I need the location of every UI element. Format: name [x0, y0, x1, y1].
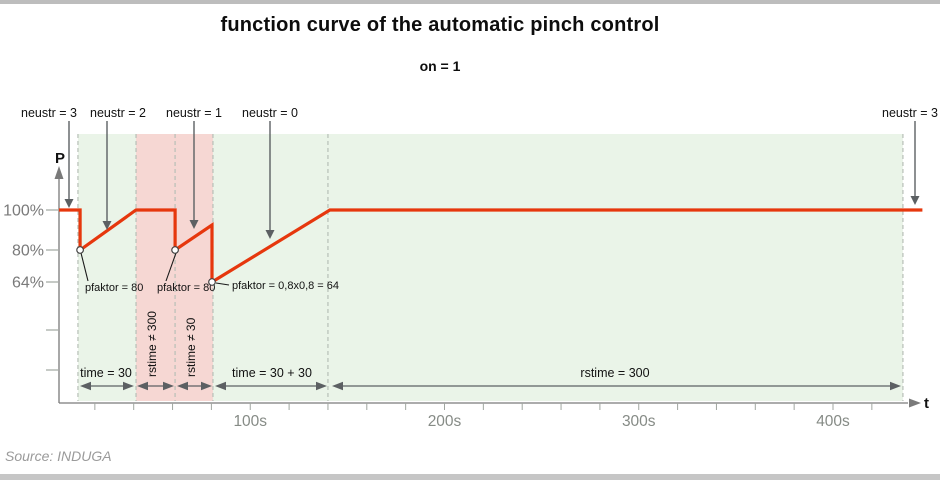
pfaktor-leader-line — [80, 252, 89, 282]
x-axis-label: t — [924, 395, 929, 412]
duration-arrowhead-right-icon — [890, 381, 901, 391]
duration-label: rstime = 300 — [580, 366, 649, 380]
x-tick-label: 100s — [233, 413, 267, 430]
x-tick-label: 400s — [816, 413, 850, 430]
neustr-label: neustr = 3 — [21, 106, 77, 120]
x-tick-label: 300s — [622, 413, 656, 430]
neustr-label: neustr = 2 — [90, 106, 146, 120]
pfaktor-label: pfaktor = 80 — [85, 282, 143, 294]
neustr-arrowhead-icon — [910, 196, 920, 205]
drop-point-marker — [76, 246, 84, 254]
top-border-bar — [0, 0, 940, 4]
duration-arrowhead-left-icon — [80, 381, 91, 391]
y-tick-label: 100% — [3, 203, 44, 220]
chart-subtitle: on = 1 — [419, 58, 461, 74]
pfaktor-label: pfaktor = 80 — [157, 282, 215, 294]
duration-arrowhead-right-icon — [201, 381, 212, 391]
bottom-border-bar — [0, 474, 940, 480]
x-axis-arrowhead-icon — [909, 398, 921, 408]
neustr-arrowhead-icon — [189, 220, 199, 229]
duration-arrowhead-left-icon — [332, 381, 343, 391]
chart-title: function curve of the automatic pinch co… — [220, 14, 660, 36]
duration-arrowhead-left-icon — [177, 381, 188, 391]
x-tick-label: 200s — [428, 413, 462, 430]
y-axis-label: P — [54, 150, 65, 167]
neustr-arrowhead-icon — [265, 230, 275, 239]
source-caption: Source: INDUGA — [5, 448, 112, 464]
duration-arrowhead-right-icon — [123, 381, 134, 391]
y-axis-arrowhead-icon — [54, 166, 64, 179]
duration-label: time = 30 — [80, 366, 132, 380]
pfaktor-leader-line — [215, 282, 230, 286]
y-tick-label: 64% — [12, 275, 44, 292]
drop-point-marker — [171, 246, 179, 254]
y-tick-label: 80% — [12, 243, 44, 260]
duration-arrowhead-left-icon — [215, 381, 226, 391]
pfaktor-leader-line — [165, 252, 177, 282]
duration-arrowhead-right-icon — [316, 381, 327, 391]
duration-arrowhead-left-icon — [137, 381, 148, 391]
neustr-label: neustr = 1 — [166, 106, 222, 120]
neustr-label: neustr = 0 — [242, 106, 298, 120]
rstime-rotated-label: rstime ≠ 300 — [145, 311, 159, 377]
neustr-arrowhead-icon — [102, 221, 112, 230]
neustr-arrowhead-icon — [64, 199, 74, 208]
duration-label: time = 30 + 30 — [232, 366, 312, 380]
neustr-label: neustr = 3 — [882, 106, 938, 120]
rstime-rotated-label: rstime ≠ 30 — [184, 317, 198, 377]
duration-arrowhead-right-icon — [163, 381, 174, 391]
drop-point-marker — [208, 278, 216, 286]
function-curve — [58, 208, 923, 285]
on-region-band — [77, 134, 903, 401]
pfaktor-label: pfaktor = 0,8x0,8 = 64 — [232, 280, 339, 292]
